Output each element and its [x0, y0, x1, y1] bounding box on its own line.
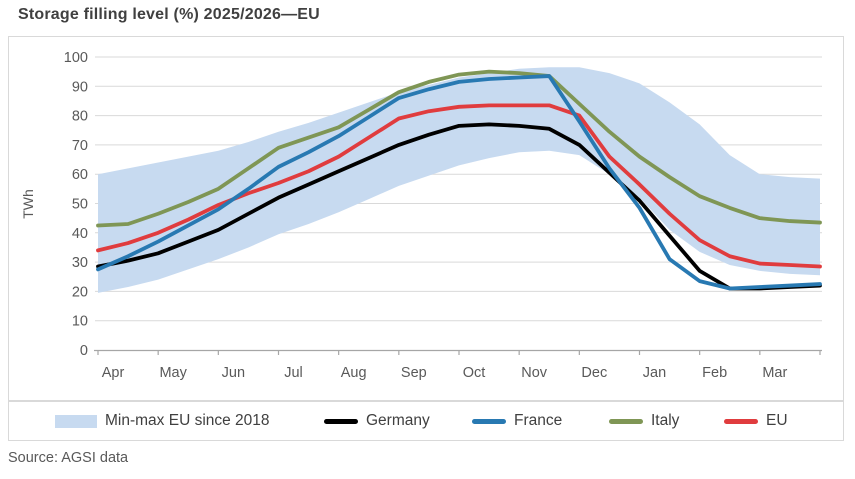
france-line-swatch: [472, 418, 506, 424]
series-line-eu: [96, 103, 822, 269]
y-tick-label: 80: [72, 109, 88, 125]
x-tick-label: Sep: [401, 365, 427, 381]
legend-item-minmax-band: Min-max EU since 2018: [55, 401, 270, 441]
y-tick-label: 60: [72, 167, 88, 183]
x-tick-label: Aug: [341, 365, 367, 381]
chart-title: Storage filling level (%) 2025/2026—EU: [18, 6, 320, 23]
source-note: Source: AGSI data: [8, 450, 129, 466]
x-tick-label: Oct: [463, 365, 486, 381]
y-tick-label: 0: [80, 343, 88, 359]
eu-line-swatch: [724, 418, 758, 424]
legend: [8, 401, 844, 441]
legend-label-italy: Italy: [651, 412, 680, 429]
x-tick-label: Nov: [521, 365, 548, 381]
y-tick-label: 70: [72, 138, 88, 154]
legend-item-italy: Italy: [609, 401, 679, 441]
y-tick-label: 50: [72, 197, 88, 213]
x-tick-label: Mar: [762, 365, 787, 381]
y-tick-label: 100: [64, 50, 88, 66]
x-tick-label: May: [159, 365, 187, 381]
x-tick-label: Jul: [284, 365, 303, 381]
minmax-band-swatch: [55, 414, 97, 428]
y-tick-label: 40: [72, 226, 88, 242]
x-tick-label: Apr: [102, 365, 125, 381]
series-line-france: [96, 74, 822, 291]
min-max-band: [98, 67, 820, 293]
legend-label-france: France: [514, 412, 563, 429]
x-tick-label: Jan: [643, 365, 666, 381]
x-tick-label: Jun: [222, 365, 245, 381]
legend-label-minmax: Min-max EU since 2018: [105, 412, 270, 429]
legend-item-eu: EU: [724, 401, 788, 441]
legend-label-eu: EU: [766, 412, 788, 429]
x-tick-label: Feb: [702, 365, 727, 381]
germany-line-swatch: [324, 418, 358, 424]
x-tick-label: Dec: [581, 365, 607, 381]
series-line-germany: [96, 122, 822, 291]
legend-item-germany: Germany: [324, 401, 430, 441]
series-line-italy: [96, 69, 822, 228]
y-tick-label: 30: [72, 255, 88, 271]
legend-item-france: France: [472, 401, 562, 441]
y-tick-label: 90: [72, 79, 88, 95]
y-tick-label: 10: [72, 314, 88, 330]
y-tick-label: 20: [72, 284, 88, 300]
italy-line-swatch: [609, 418, 643, 424]
legend-label-germany: Germany: [366, 412, 430, 429]
